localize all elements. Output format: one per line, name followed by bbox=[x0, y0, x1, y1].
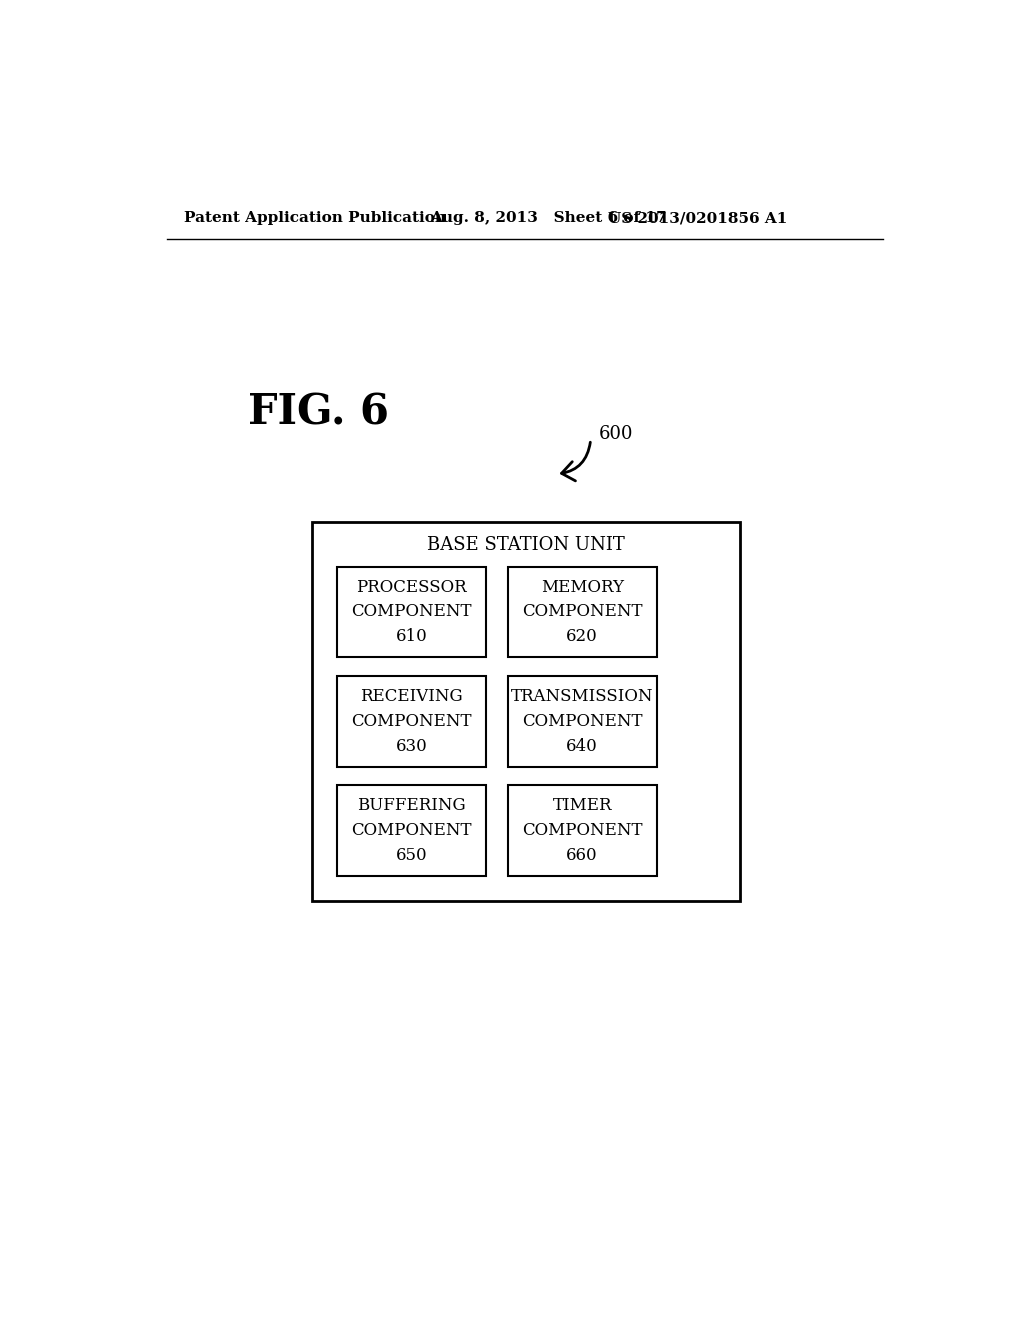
Text: BASE STATION UNIT: BASE STATION UNIT bbox=[427, 536, 626, 554]
Text: Patent Application Publication: Patent Application Publication bbox=[183, 211, 445, 226]
Bar bbox=[337, 785, 486, 876]
Text: RECEIVING
COMPONENT
630: RECEIVING COMPONENT 630 bbox=[351, 688, 472, 755]
Text: BUFFERING
COMPONENT
650: BUFFERING COMPONENT 650 bbox=[351, 797, 472, 863]
Bar bbox=[508, 676, 656, 767]
Text: FIG. 6: FIG. 6 bbox=[248, 392, 389, 433]
Text: PROCESSOR
COMPONENT
610: PROCESSOR COMPONENT 610 bbox=[351, 578, 472, 645]
Bar bbox=[508, 566, 656, 657]
Text: TIMER
COMPONENT
660: TIMER COMPONENT 660 bbox=[522, 797, 642, 863]
Text: 600: 600 bbox=[599, 425, 634, 444]
Text: US 2013/0201856 A1: US 2013/0201856 A1 bbox=[608, 211, 787, 226]
Bar bbox=[312, 521, 740, 900]
Bar bbox=[337, 566, 486, 657]
FancyArrowPatch shape bbox=[561, 442, 590, 480]
Bar bbox=[337, 676, 486, 767]
Text: TRANSMISSION
COMPONENT
640: TRANSMISSION COMPONENT 640 bbox=[511, 688, 653, 755]
Text: MEMORY
COMPONENT
620: MEMORY COMPONENT 620 bbox=[522, 578, 642, 645]
Bar bbox=[508, 785, 656, 876]
Text: Aug. 8, 2013   Sheet 6 of 17: Aug. 8, 2013 Sheet 6 of 17 bbox=[430, 211, 667, 226]
